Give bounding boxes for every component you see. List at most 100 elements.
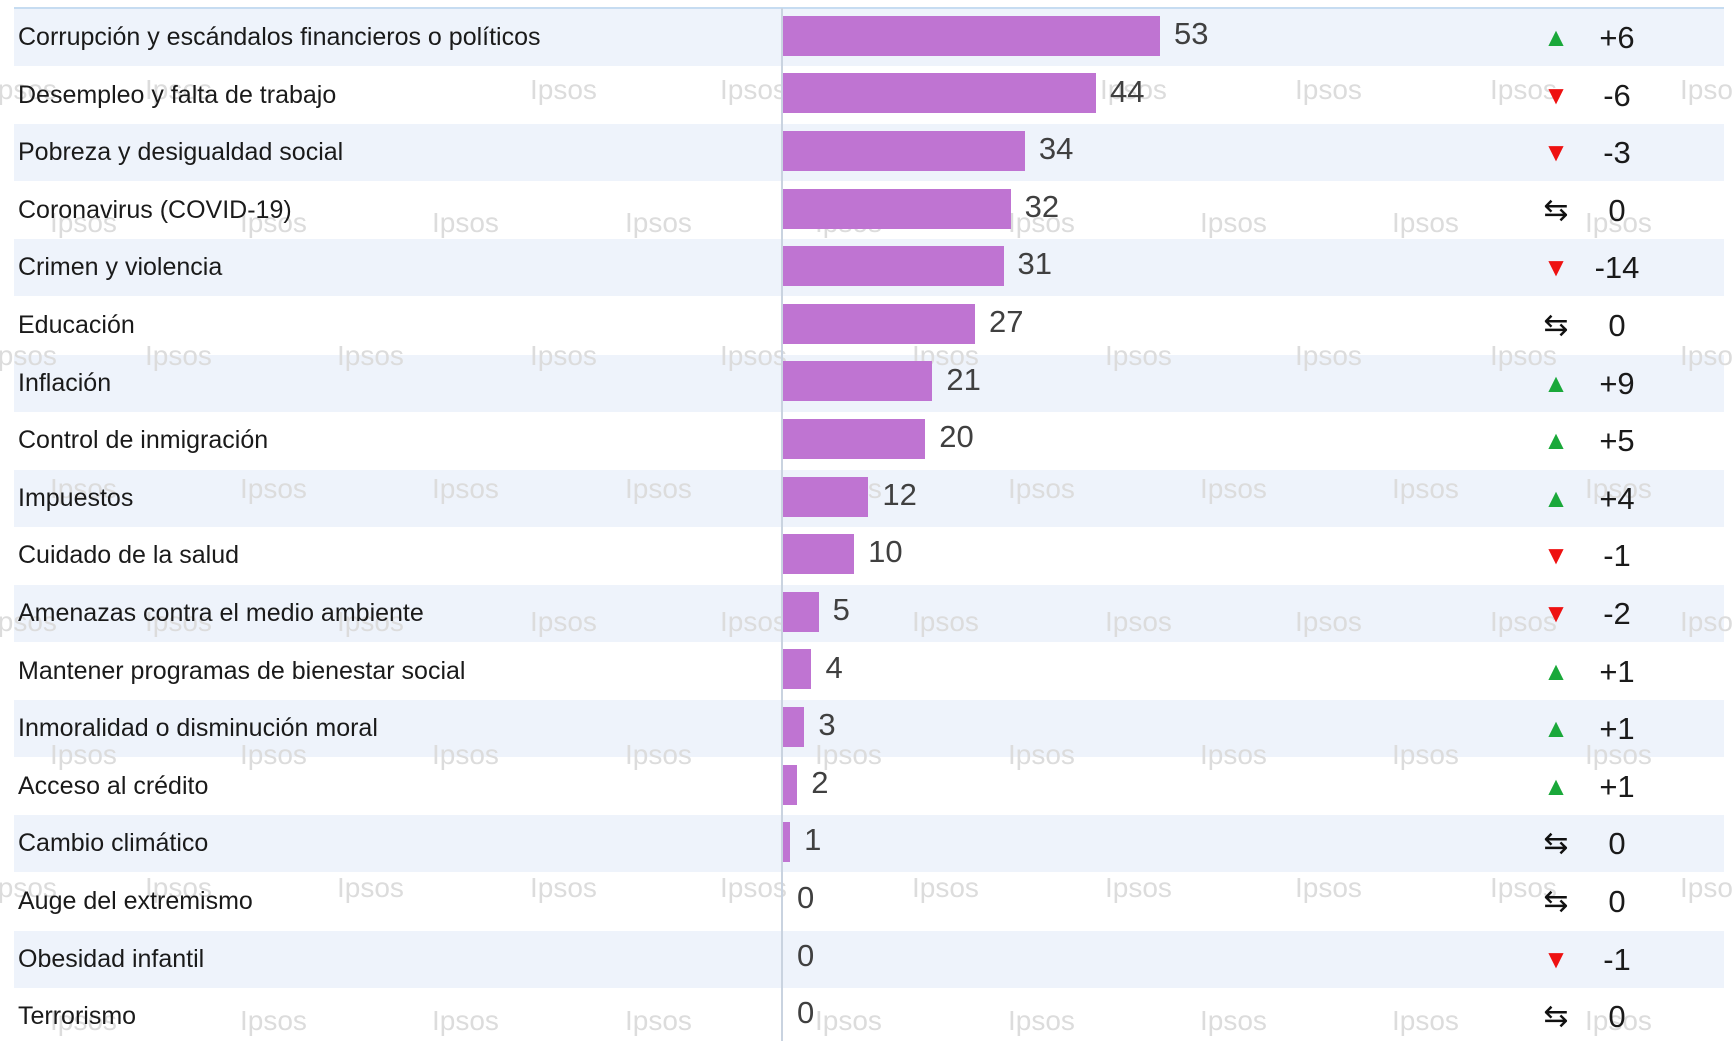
change-value: -1	[1603, 538, 1631, 574]
category-label: Inflación	[18, 368, 112, 397]
change-value: +9	[1599, 365, 1635, 401]
value-label: 10	[868, 534, 903, 570]
bar	[783, 361, 933, 402]
change-value: 0	[1608, 999, 1626, 1035]
watermark-text: Ipsos	[1680, 74, 1732, 105]
change-value: 0	[1608, 884, 1626, 919]
no-change-icon: ⇆	[1543, 1000, 1569, 1034]
up-arrow-icon: ▲	[1543, 770, 1569, 801]
down-arrow-icon: ▼	[1543, 137, 1569, 168]
change-value: 0	[1608, 192, 1626, 228]
watermark-text: Ipsos	[240, 1005, 307, 1036]
watermark-text: Ipsos	[1200, 207, 1267, 238]
bar	[783, 131, 1025, 171]
bar	[783, 15, 1160, 56]
category-label: Coronavirus (COVID-19)	[18, 195, 292, 224]
watermark-text: Ipsos	[1680, 872, 1732, 903]
category-label: Mantener programas de bienestar social	[18, 656, 466, 685]
change-value: -1	[1603, 941, 1631, 977]
watermark-text: Ipsos	[1105, 872, 1172, 903]
value-label: 1	[804, 822, 822, 858]
row-band	[14, 585, 1724, 642]
change-value: +1	[1599, 711, 1635, 747]
up-arrow-icon: ▲	[1543, 367, 1569, 398]
watermark-text: Ipsos	[432, 1005, 499, 1036]
category-label: Corrupción y escándalos financieros o po…	[18, 23, 541, 51]
bar	[783, 476, 869, 517]
value-label: 20	[939, 419, 974, 455]
value-label: 21	[946, 361, 981, 397]
row-band	[14, 700, 1724, 758]
change-value: +5	[1599, 423, 1635, 459]
value-label: 27	[989, 304, 1024, 339]
category-label: Control de inmigración	[18, 426, 269, 455]
change-value: +6	[1599, 20, 1635, 55]
up-arrow-icon: ▲	[1543, 655, 1569, 686]
watermark-text: Ipsos	[912, 872, 979, 903]
no-change-icon: ⇆	[1543, 885, 1569, 918]
bar	[783, 764, 798, 805]
watermark-text: Ipsos	[530, 74, 597, 105]
top-border-line	[14, 7, 1724, 9]
bar	[783, 591, 819, 632]
bar	[783, 246, 1004, 287]
change-value: -2	[1603, 596, 1631, 631]
value-label: 0	[797, 880, 815, 915]
up-arrow-icon: ▲	[1543, 22, 1569, 52]
value-label: 32	[1024, 188, 1060, 224]
up-arrow-icon: ▲	[1543, 482, 1569, 513]
category-label: Desempleo y falta de trabajo	[18, 80, 337, 109]
category-label: Terrorismo	[18, 1002, 137, 1031]
watermark-text: Ipsos	[815, 1005, 882, 1036]
down-arrow-icon: ▼	[1543, 79, 1569, 110]
change-value: 0	[1608, 308, 1626, 343]
value-axis-line	[781, 8, 783, 1041]
bar	[783, 419, 926, 459]
bar	[783, 73, 1096, 114]
category-label: Educación	[18, 311, 135, 339]
no-change-icon: ⇆	[1543, 309, 1569, 342]
bar	[783, 188, 1011, 229]
category-label: Impuestos	[18, 483, 134, 512]
category-label: Crimen y violencia	[18, 253, 223, 282]
change-value: +1	[1599, 768, 1635, 804]
value-label: 2	[811, 764, 829, 800]
watermark-text: Ipsos	[1295, 872, 1362, 903]
value-label: 53	[1174, 16, 1209, 51]
watermark-text: Ipsos	[625, 1005, 692, 1036]
watermark-text: Ipsos	[720, 74, 787, 105]
change-value: +1	[1599, 653, 1635, 689]
value-label: 5	[832, 592, 850, 627]
category-label: Cuidado de la salud	[18, 541, 239, 570]
down-arrow-icon: ▼	[1543, 943, 1569, 974]
category-label: Amenazas contra el medio ambiente	[18, 599, 424, 627]
change-value: +4	[1599, 480, 1635, 516]
no-change-icon: ⇆	[1543, 827, 1569, 861]
category-label: Pobreza y desigualdad social	[18, 138, 344, 167]
value-label: 44	[1109, 73, 1145, 109]
watermark-text: Ipsos	[1008, 1005, 1075, 1036]
change-value: -6	[1603, 77, 1631, 113]
watermark-text: Ipsos	[337, 872, 404, 903]
no-change-icon: ⇆	[1543, 193, 1569, 227]
down-arrow-icon: ▼	[1543, 598, 1569, 628]
value-label: 0	[797, 995, 815, 1031]
bar	[783, 822, 791, 863]
watermark-text: Ipsos	[1392, 207, 1459, 238]
watermark-text: Ipsos	[1200, 1005, 1267, 1036]
down-arrow-icon: ▼	[1543, 540, 1569, 571]
category-label: Inmoralidad o disminución moral	[18, 714, 378, 743]
watermark-text: Ipsos	[530, 872, 597, 903]
value-label: 12	[882, 476, 917, 512]
watermark-text: Ipsos	[720, 872, 787, 903]
watermark-text: Ipsos	[1392, 1005, 1459, 1036]
change-value: 0	[1608, 826, 1626, 862]
up-arrow-icon: ▲	[1543, 713, 1569, 744]
bar	[783, 534, 855, 575]
category-label: Acceso al crédito	[18, 771, 209, 800]
value-label: 4	[825, 649, 843, 685]
category-label: Obesidad infantil	[18, 944, 205, 973]
bar	[783, 649, 812, 690]
watermark-text: Ipsos	[432, 207, 499, 238]
